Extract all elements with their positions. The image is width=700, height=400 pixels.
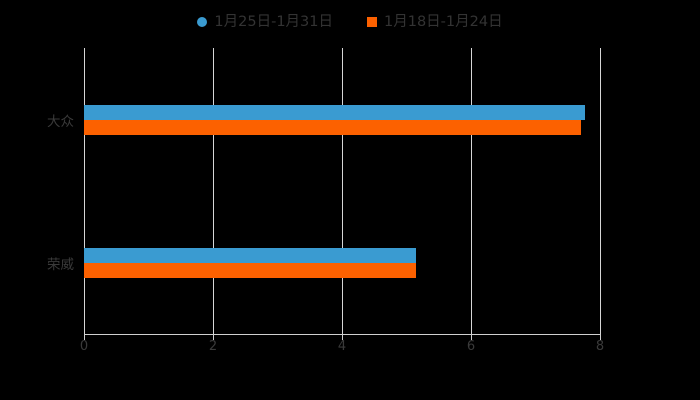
legend-label-series-2: 1月18日-1月24日 [384, 13, 503, 30]
square-marker-icon [367, 17, 377, 27]
x-axis-tick-label: 6 [466, 339, 476, 354]
legend-label-series-1: 1月25日-1月31日 [214, 13, 333, 30]
bar-segment[interactable] [84, 104, 586, 120]
x-axis-tick-mark [84, 334, 85, 340]
y-axis-tick-label: 大众 [47, 113, 74, 130]
x-axis-tick-label: 0 [79, 339, 89, 354]
bar-segment[interactable] [84, 247, 417, 263]
bar-segment[interactable] [84, 262, 416, 278]
x-axis-tick-mark [213, 334, 214, 340]
y-axis-tick-label: 荣威 [47, 256, 74, 273]
gridline [471, 48, 472, 334]
x-axis-tick-mark [600, 334, 601, 340]
x-axis-tick-label: 4 [337, 339, 347, 354]
legend-item-series-2[interactable]: 1月18日-1月24日 [367, 15, 503, 30]
gridline [213, 48, 214, 334]
legend-item-series-1[interactable]: 1月25日-1月31日 [197, 15, 333, 30]
x-axis-tick-label: 8 [595, 339, 605, 354]
x-axis-tick-mark [342, 334, 343, 340]
gridline [600, 48, 601, 334]
circle-marker-icon [197, 17, 208, 27]
x-axis-tick-mark [471, 334, 472, 340]
gridline [84, 48, 85, 334]
plot-area [84, 48, 600, 334]
gridline [342, 48, 343, 334]
chart-legend: 1月25日-1月31日 1月18日-1月24日 [0, 8, 700, 36]
x-axis-tick-label: 2 [208, 339, 218, 354]
bar-segment[interactable] [84, 119, 582, 135]
